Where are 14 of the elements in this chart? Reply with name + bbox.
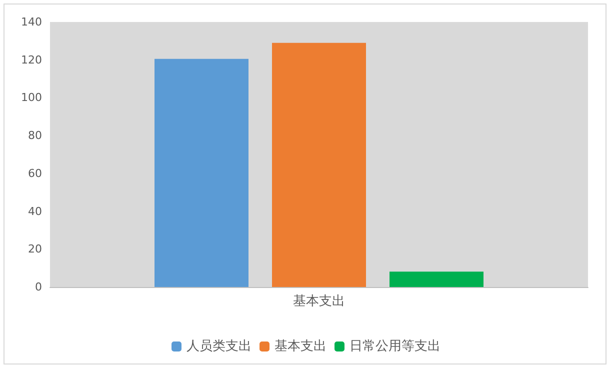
y-tick-label: 20 — [28, 242, 42, 256]
y-tick-label: 0 — [35, 280, 42, 294]
bar — [272, 42, 366, 287]
legend-label: 人员类支出 — [186, 339, 252, 354]
y-tick-label: 40 — [28, 204, 42, 218]
bar — [154, 58, 248, 287]
y-tick-label: 80 — [28, 129, 42, 142]
legend-label: 日常公用等支出 — [350, 339, 440, 354]
bar — [390, 272, 484, 287]
y-tick-label: 140 — [21, 16, 42, 28]
legend-label: 基本支出 — [274, 339, 326, 354]
y-tick-label: 120 — [21, 53, 42, 66]
y-tick-label: 100 — [21, 91, 42, 104]
y-tick-label: 60 — [28, 166, 42, 180]
